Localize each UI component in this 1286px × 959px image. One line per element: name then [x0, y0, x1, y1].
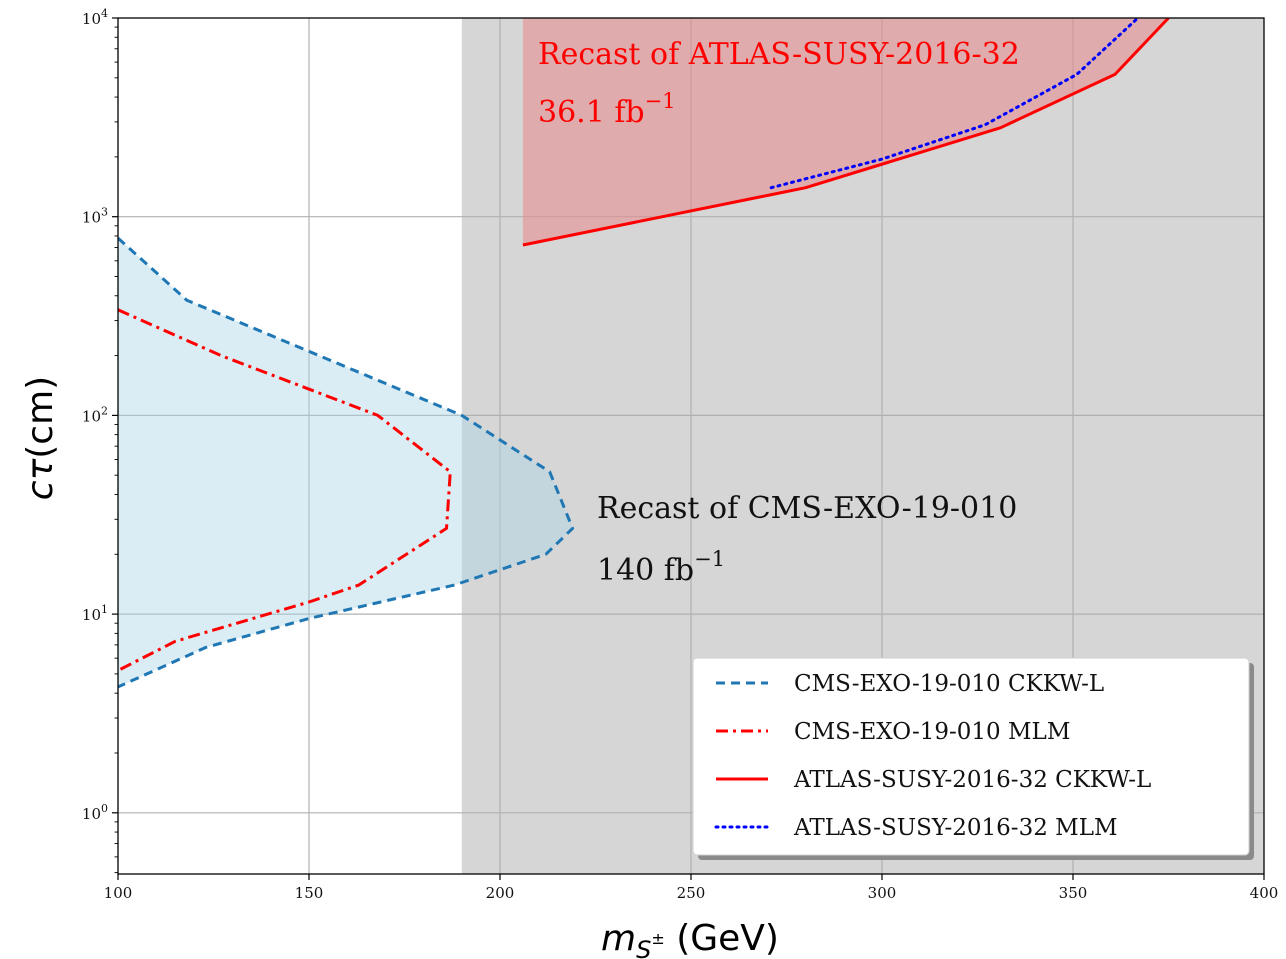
- x-tick-label-250: 250: [677, 884, 706, 902]
- legend-box: [692, 657, 1250, 856]
- annotation-atlas-lumi-exp: −1: [645, 89, 676, 113]
- legend-label-2: ATLAS-SUSY-2016-32 CKKW-L: [793, 767, 1151, 793]
- y-tick-label-10000: 104: [82, 7, 108, 28]
- x-axis-label-subscript: S: [636, 936, 651, 959]
- y-tick-label-100: 102: [82, 404, 108, 425]
- annotation-atlas-lumi: 36.1 fb: [538, 95, 645, 130]
- annotation-atlas-line2: 36.1 fb−1: [538, 89, 676, 130]
- ticks: 100 150 200 250 300 350 400 100 101 102 103 104: [82, 7, 1278, 902]
- x-tick-label-350: 350: [1059, 884, 1088, 902]
- x-tick-label-300: 300: [868, 884, 897, 902]
- x-tick-label-400: 400: [1250, 884, 1279, 902]
- annotation-cms-lumi-exp: −1: [694, 547, 725, 571]
- legend: CMS-EXO-19-010 CKKW-L CMS-EXO-19-010 MLM A…: [692, 657, 1254, 860]
- x-axis-label: mS± (GeV): [601, 918, 779, 959]
- x-tick-label-150: 150: [295, 884, 324, 902]
- annotation-cms-lumi: 140 fb: [597, 553, 694, 588]
- y-tick-label-1: 100: [82, 802, 108, 823]
- y-tick-label-10: 101: [82, 603, 108, 624]
- atlas-excluded-fill: [522, 18, 1169, 245]
- legend-label-1: CMS-EXO-19-010 MLM: [794, 719, 1070, 745]
- x-tick-label-200: 200: [486, 884, 515, 902]
- series-line-1: [118, 308, 452, 672]
- series-line-3: [769, 18, 1140, 190]
- fills: [118, 18, 1169, 687]
- series-lines: [118, 18, 1170, 689]
- annotation-atlas-line1: Recast of ATLAS-SUSY-2016-32: [538, 37, 1020, 72]
- legend-label-0: CMS-EXO-19-010 CKKW-L: [794, 671, 1104, 697]
- series-line-2: [522, 18, 1170, 247]
- y-tick-label-1000: 103: [82, 206, 108, 227]
- legend-label-3: ATLAS-SUSY-2016-32 MLM: [793, 815, 1118, 841]
- x-tick-label-100: 100: [104, 884, 133, 902]
- svg-text:mS± (GeV): mS± (GeV): [601, 918, 779, 959]
- svg-text:cτ(cm): cτ(cm): [20, 376, 61, 500]
- cms-excluded-fill: [118, 238, 573, 687]
- annotation-cms-line2: 140 fb−1: [597, 547, 725, 588]
- series-line-0: [118, 236, 575, 689]
- annotation-cms-line1: Recast of CMS-EXO-19-010: [597, 491, 1017, 526]
- y-axis-label: cτ(cm): [20, 376, 61, 500]
